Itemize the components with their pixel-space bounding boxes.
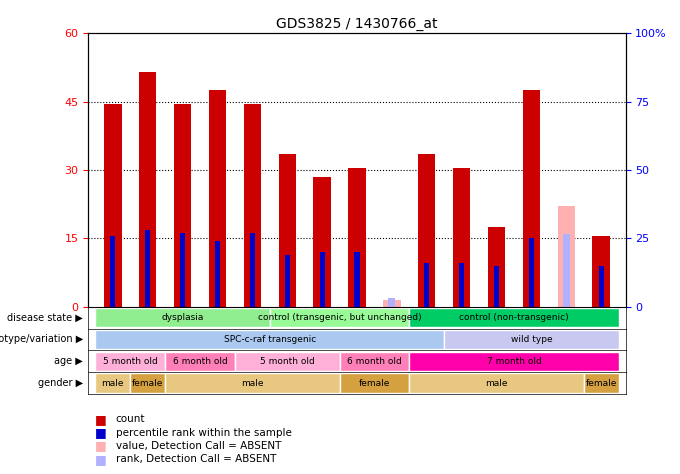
Bar (388, 298, 395, 307)
Text: 5 month old: 5 month old (260, 357, 315, 366)
Text: genotype/variation ▶: genotype/variation ▶ (0, 335, 83, 345)
Text: SPC-c-raf transgenic: SPC-c-raf transgenic (224, 335, 316, 344)
Text: 5 month old: 5 month old (103, 357, 158, 366)
Bar (558, 206, 575, 307)
FancyBboxPatch shape (444, 329, 619, 349)
Bar (383, 300, 401, 307)
Bar (354, 252, 360, 307)
Text: wild type: wild type (511, 335, 552, 344)
Text: 7 month old: 7 month old (487, 357, 541, 366)
FancyBboxPatch shape (409, 352, 619, 371)
FancyBboxPatch shape (270, 308, 409, 328)
Bar (174, 104, 191, 307)
Text: rank, Detection Call = ABSENT: rank, Detection Call = ABSENT (116, 454, 276, 465)
FancyBboxPatch shape (131, 374, 165, 393)
Text: control (non-transgenic): control (non-transgenic) (459, 313, 568, 322)
Text: value, Detection Call = ABSENT: value, Detection Call = ABSENT (116, 441, 281, 451)
FancyBboxPatch shape (95, 308, 270, 328)
Bar (320, 252, 325, 307)
FancyBboxPatch shape (165, 374, 339, 393)
Bar (494, 265, 499, 307)
Text: dysplasia: dysplasia (161, 313, 204, 322)
Text: disease state ▶: disease state ▶ (7, 313, 83, 323)
Bar (459, 263, 464, 307)
Text: male: male (101, 379, 124, 388)
Bar (529, 238, 534, 307)
Bar (279, 154, 296, 307)
FancyBboxPatch shape (409, 374, 583, 393)
Text: ■: ■ (95, 426, 107, 439)
FancyBboxPatch shape (95, 329, 444, 349)
Bar (145, 230, 150, 307)
Bar (243, 104, 261, 307)
Bar (592, 236, 610, 307)
Title: GDS3825 / 1430766_at: GDS3825 / 1430766_at (276, 17, 438, 31)
Bar (313, 177, 331, 307)
Text: female: female (359, 379, 390, 388)
Bar (139, 72, 156, 307)
Bar (598, 265, 604, 307)
Bar (453, 168, 471, 307)
Text: age ▶: age ▶ (54, 356, 83, 366)
Text: percentile rank within the sample: percentile rank within the sample (116, 428, 292, 438)
FancyBboxPatch shape (339, 374, 409, 393)
Bar (104, 104, 122, 307)
Text: ■: ■ (95, 439, 107, 453)
Bar (488, 227, 505, 307)
Bar (418, 154, 435, 307)
Text: 6 month old: 6 month old (173, 357, 227, 366)
Bar (424, 263, 429, 307)
Bar (285, 255, 290, 307)
Bar (523, 90, 540, 307)
Text: gender ▶: gender ▶ (38, 378, 83, 388)
Bar (180, 233, 185, 307)
FancyBboxPatch shape (409, 308, 619, 328)
FancyBboxPatch shape (235, 352, 339, 371)
Bar (250, 233, 255, 307)
Text: ■: ■ (95, 413, 107, 426)
FancyBboxPatch shape (165, 352, 235, 371)
Text: male: male (241, 379, 264, 388)
Bar (348, 168, 366, 307)
Bar (563, 234, 570, 307)
FancyBboxPatch shape (339, 352, 409, 371)
Bar (215, 241, 220, 307)
Text: count: count (116, 414, 145, 425)
Text: control (transgenic, but unchanged): control (transgenic, but unchanged) (258, 313, 422, 322)
Bar (209, 90, 226, 307)
Text: male: male (486, 379, 508, 388)
Text: female: female (585, 379, 617, 388)
Text: ■: ■ (95, 453, 107, 466)
Bar (110, 236, 116, 307)
Text: 6 month old: 6 month old (347, 357, 402, 366)
FancyBboxPatch shape (95, 352, 165, 371)
Text: female: female (132, 379, 163, 388)
FancyBboxPatch shape (95, 374, 131, 393)
FancyBboxPatch shape (583, 374, 619, 393)
